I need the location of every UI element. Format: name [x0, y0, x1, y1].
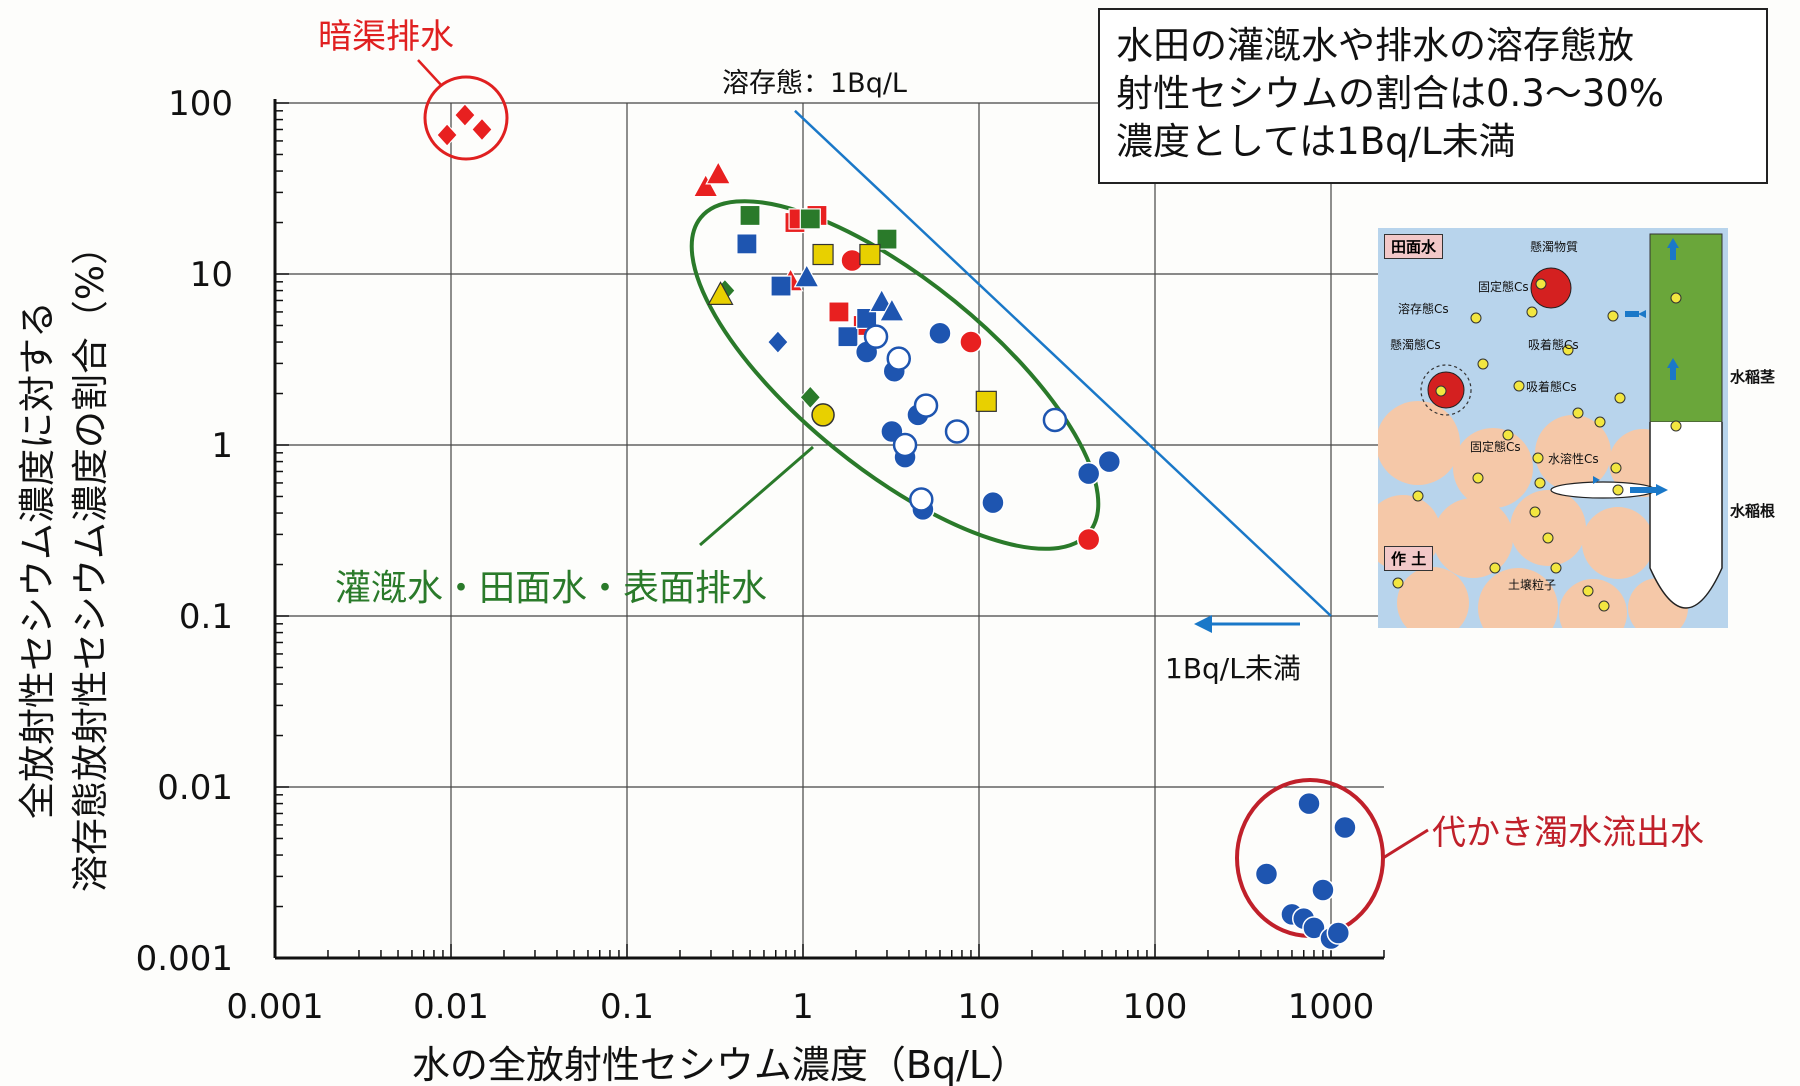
water-soluble-label: 水溶性Cs [1548, 452, 1599, 466]
data-point-triangle [707, 281, 734, 305]
tick-labels: 0.001 0.01 0.1 1 10 100 1000 0.001 0.01 0.1 1 10 100 [136, 84, 1375, 1027]
data-point-square [859, 243, 881, 266]
data-point-square [876, 228, 898, 250]
data-point-diamond [436, 123, 458, 147]
data-point-triangle [793, 263, 820, 288]
x-tick-label: 1000 [1288, 987, 1375, 1027]
x-tick-label: 0.001 [226, 987, 323, 1027]
data-point-circle [811, 403, 835, 427]
irrigation-group-pointer [699, 445, 814, 547]
axis-ticks [274, 102, 1385, 959]
suspended-particle-1 [1530, 267, 1572, 309]
dissolved-cs-label: 溶存態Cs [1398, 302, 1449, 316]
data-point-square [739, 204, 761, 227]
fixed-cs-label-2: 固定態Cs [1470, 440, 1521, 454]
drain-group-circle [423, 75, 509, 161]
y-axis-label-line1: 全放射性セシウム濃度に対する [16, 301, 59, 819]
data-point-open-circle [913, 393, 939, 418]
fixed-cs-label-1: 固定態Cs [1478, 280, 1529, 294]
data-point-open-circle [909, 487, 934, 512]
suspended-cs-label: 懸濁態Cs [1390, 338, 1441, 352]
drain-group-label: 暗渠排水 [318, 17, 454, 57]
x-tick-label: 0.01 [413, 987, 489, 1027]
data-point-triangle [705, 160, 732, 185]
rice-stem-label: 水稲茎 [1730, 368, 1776, 386]
rice-stem [1649, 233, 1723, 423]
y-tick-label: 100 [168, 84, 233, 124]
cs-dots [1392, 278, 1682, 612]
paddy-diagram-inset: 田面水 作 土 懸濁物質 固定態Cs 溶存態Cs 懸濁態Cs 吸着態Cs 吸着態… [1365, 228, 1728, 648]
data-point-circle [981, 490, 1005, 515]
irrigation-group-label: 灌漑水・田面水・表面排水 [335, 568, 767, 609]
y-tick-label: 0.001 [136, 939, 233, 979]
suspended-halo [1420, 364, 1472, 416]
y-tick-label: 0.01 [157, 768, 233, 808]
y-tick-label: 10 [190, 255, 233, 295]
data-point-circle [1311, 878, 1335, 902]
data-point-diamond [799, 385, 821, 410]
y-axis-label-line2: 溶存態放射性セシウム濃度の割合（%） [69, 228, 112, 892]
grid-lines [275, 102, 1384, 958]
data-point-circle [1333, 815, 1357, 840]
data-point-triangle [692, 173, 719, 198]
data-point-circle [1076, 461, 1101, 486]
rice-root [1649, 422, 1723, 609]
y-tick-label: 1 [211, 426, 233, 466]
suspended-matter-label: 懸濁物質 [1530, 240, 1579, 254]
data-point-circle [1297, 791, 1321, 816]
drain-group-pointer [417, 59, 443, 87]
data-point-square [812, 243, 834, 266]
data-point-square [736, 233, 758, 255]
paddy-water-tag: 田面水 [1384, 234, 1444, 259]
data-point-square [799, 208, 821, 230]
data-point-circle [1076, 527, 1101, 552]
data-point-open-circle [863, 324, 889, 349]
adsorbed-cs-label-1: 吸着態Cs [1528, 338, 1579, 352]
rice-root-label: 水稲根 [1730, 502, 1776, 520]
data-point-circle [1254, 862, 1279, 886]
puddling-group-pointer [1382, 828, 1429, 860]
data-points [436, 103, 1357, 951]
summary-line-2: 射性セシウムの割合は0.3～30% [1116, 72, 1665, 115]
plow-layer-tag: 作 土 [1384, 546, 1434, 571]
adsorbed-cs-label-2: 吸着態Cs [1526, 380, 1577, 394]
x-tick-label: 1 [792, 987, 814, 1027]
data-point-circle [1302, 916, 1326, 940]
summary-line-3: 濃度としては1Bq/L未満 [1116, 120, 1516, 163]
uptake-arrows [1593, 238, 1679, 496]
data-point-diamond [454, 103, 476, 127]
data-point-square [837, 326, 859, 348]
data-point-circle [928, 321, 952, 346]
data-point-square [975, 390, 997, 412]
arrow-head [1194, 615, 1212, 633]
data-point-open-circle [886, 346, 912, 371]
data-point-square [856, 307, 878, 329]
annotations: 溶存態：1Bq/L 1Bq/L未満 灌漑水・田面水・表面排水 暗渠排水 代かき濁… [318, 17, 1704, 938]
arrow-label: 1Bq/L未満 [1165, 652, 1301, 685]
data-point-diamond [767, 330, 789, 354]
axes [273, 99, 1384, 960]
data-point-open-circle [892, 432, 918, 458]
y-tick-label: 0.1 [179, 597, 233, 637]
data-point-open-circle [944, 419, 970, 444]
summary-line-1: 水田の灌漑水や排水の溶存態放 [1116, 24, 1634, 67]
data-point-circle [1097, 449, 1122, 474]
summary-box: 水田の灌漑水や排水の溶存態放 射性セシウムの割合は0.3～30% 濃度としては1… [1098, 8, 1768, 184]
soil-particle-label: 土壌粒子 [1508, 578, 1557, 592]
data-point-square [770, 275, 792, 297]
puddling-group-label: 代かき濁水流出水 [1432, 813, 1704, 853]
reference-line [794, 109, 1332, 617]
x-axis-label: 水の全放射性セシウム濃度（Bq/L） [412, 1043, 1028, 1086]
x-tick-label: 0.1 [600, 987, 654, 1027]
data-point-circle [1326, 921, 1351, 945]
data-point-triangle [878, 297, 905, 322]
data-point-diamond [471, 117, 493, 142]
x-tick-label: 10 [957, 987, 1000, 1027]
data-point-circle [959, 330, 983, 354]
x-tick-label: 100 [1123, 987, 1188, 1027]
data-point-open-circle [1042, 407, 1068, 433]
reference-line-label: 溶存態：1Bq/L [722, 68, 907, 99]
data-point-square [828, 301, 850, 323]
